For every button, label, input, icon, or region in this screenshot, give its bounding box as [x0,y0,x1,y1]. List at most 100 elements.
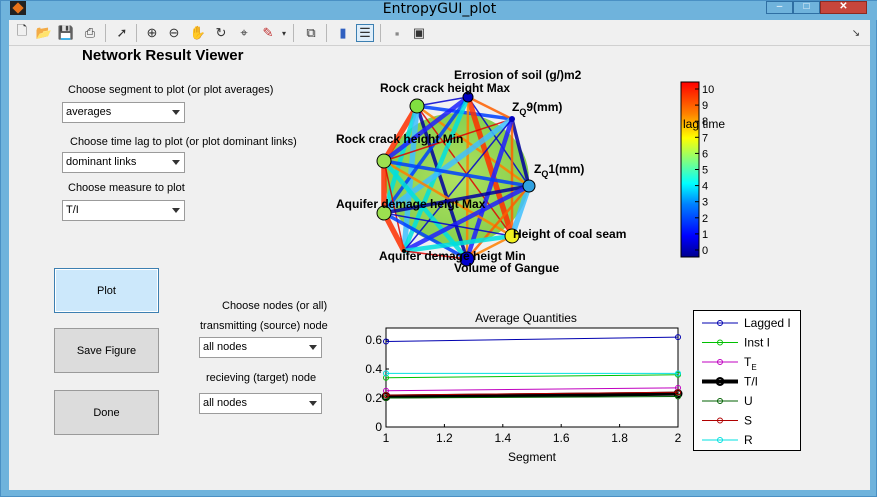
dock-arrow-icon[interactable]: ↘ [851,27,861,39]
target-node-select[interactable]: all nodes [199,393,322,414]
network-node[interactable] [509,116,515,122]
node-label-crack-min: Rock crack height Min [336,132,463,146]
measure-select[interactable]: T/I [62,200,185,221]
network-edge [381,104,420,163]
segment-select-value: averages [66,106,112,118]
network-edge [383,160,405,252]
network-node[interactable] [462,91,474,103]
maximize-button[interactable]: □ [793,1,820,14]
y-tick-label: 0.4 [365,362,382,376]
chevron-down-icon [172,160,180,165]
network-node[interactable] [402,249,406,253]
network-edge [402,184,531,253]
network-node[interactable] [376,205,392,221]
legend-label: T/I [744,375,758,389]
series-point [383,338,389,345]
source-label: transmitting (source) node [200,320,328,332]
lag-label: Choose time lag to plot (or plot dominan… [70,136,297,148]
new-file-icon[interactable]: 🗋 [16,23,28,38]
series-line [385,387,679,392]
network-edge [466,185,530,260]
data-cursor-icon[interactable]: ⌖ [240,25,248,40]
node-label-coal-seam: Height of coal seam [513,227,626,241]
node-label-zq9: ZQ9(mm) [512,100,562,117]
figure-toolbar: 🗋 📂 💾 ⎙ ➚ ⊕ ⊖ ✋ ↻ ⌖ ✎ ▾ ⧉ ▮ ☰ ▪ ▣ ↘ [9,20,870,46]
open-folder-icon[interactable]: 📂 [35,25,53,40]
legend-icon[interactable]: ☰ [356,24,374,42]
minimize-button[interactable]: – [766,1,793,14]
legend-marker [717,398,723,404]
done-button[interactable]: Done [54,390,159,435]
x-tick-label: 1.4 [494,431,511,445]
source-select-value: all nodes [203,341,248,353]
toolbar-separator [293,24,294,42]
segment-select[interactable]: averages [62,102,185,123]
network-edge [467,96,530,187]
series-point [383,395,389,401]
network-edge [383,212,513,237]
network-edge [383,118,513,162]
show-plot-tools-icon[interactable]: ▣ [412,25,426,40]
plot-button[interactable]: Plot [54,268,159,313]
print-icon[interactable]: ⎙ [84,25,96,40]
title-bar: EntropyGUI_plot – □ ✕ [1,1,877,20]
network-node[interactable] [522,179,536,193]
brush-icon[interactable]: ✎ [262,25,274,40]
pan-hand-icon[interactable]: ✋ [189,25,207,40]
toolbar-separator [326,24,327,42]
save-icon[interactable]: 💾 [57,25,75,40]
colorbar-tick-label: 5 [702,165,708,177]
source-node-select[interactable]: all nodes [199,337,322,358]
close-button[interactable]: ✕ [820,1,867,14]
chart-legend[interactable]: Lagged I Inst I TE T/I U S R [693,310,801,451]
node-label-aquifer-min: Aquifer demage heigt Min [379,249,526,263]
save-figure-button[interactable]: Save Figure [54,328,159,373]
x-tick-label: 1.6 [553,431,570,445]
lag-select[interactable]: dominant links [62,152,185,173]
network-node[interactable] [459,251,475,267]
network-node[interactable] [504,228,520,244]
window-title: EntropyGUI_plot [382,1,497,17]
nodes-label: Choose nodes (or all) [222,300,328,312]
matlab-icon [10,1,26,15]
y-tick-label: 0 [375,420,382,434]
colorbar-tick-label: 8 [702,116,708,128]
network-node[interactable] [376,153,392,169]
colorbar-tick-label: 10 [702,84,714,96]
brush-dropdown-icon[interactable]: ▾ [281,28,286,38]
hide-plot-tools-icon[interactable]: ▪ [394,25,400,41]
network-edge [416,105,513,237]
series-line [385,374,679,379]
series-point [675,370,681,377]
network-edge [381,105,420,214]
pointer-icon[interactable]: ➚ [116,25,128,40]
target-label: recieving (target) node [206,372,317,384]
zoom-in-icon[interactable]: ⊕ [146,25,158,40]
target-select-value: all nodes [203,397,248,409]
toolbar-separator [105,24,106,42]
rotate-icon[interactable]: ↻ [215,25,227,40]
legend-label: Lagged I [744,316,791,330]
legend-marker [717,339,723,346]
legend-label: U [744,394,753,408]
network-edge [403,233,513,254]
node-label-aquifer-max: Aquifer demage heigt Max [336,197,486,211]
colorbar-tick-label: 3 [702,197,708,209]
series-line [385,391,679,396]
colorbar-icon[interactable]: ▮ [339,25,347,40]
node-label-gangue: Volume of Gangue [454,261,559,275]
series-point [383,374,389,381]
network-edge [416,96,469,107]
legend-entries: Lagged I Inst I TE T/I USR [702,316,791,447]
chevron-down-icon [172,110,180,115]
page-title: Network Result Viewer [82,47,244,64]
zoom-out-icon[interactable]: ⊖ [168,25,180,40]
chart-series [381,334,683,402]
network-edge [403,118,513,252]
network-edge [383,184,530,215]
link-plot-icon[interactable]: ⧉ [306,25,316,40]
network-node[interactable] [409,98,425,114]
